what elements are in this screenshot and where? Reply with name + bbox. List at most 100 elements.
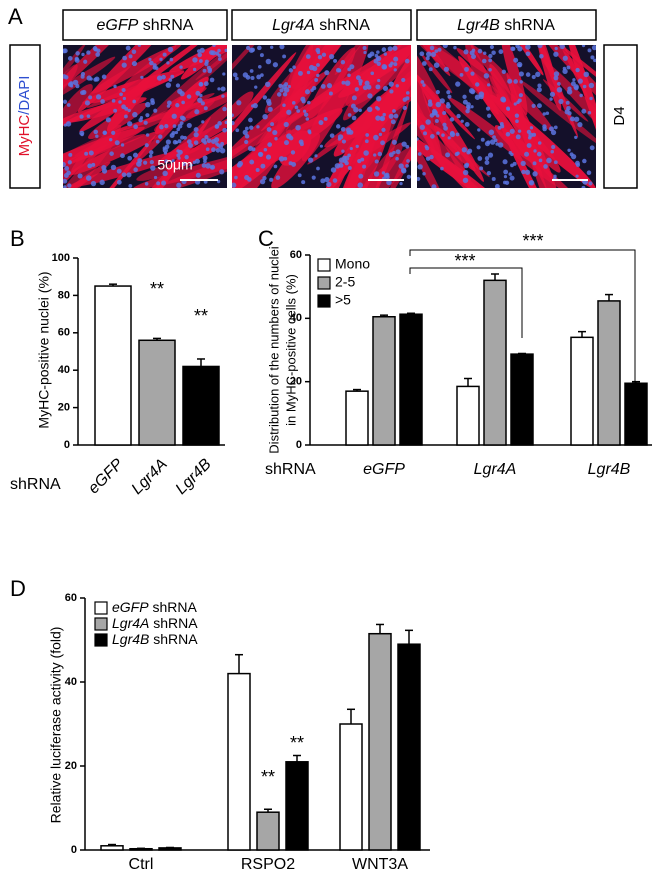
- nucleus: [363, 50, 367, 55]
- nucleus: [392, 109, 396, 113]
- nucleus: [532, 171, 538, 177]
- nucleus: [553, 125, 558, 130]
- x-axis-label: shRNA: [10, 476, 61, 493]
- nucleus: [217, 87, 221, 91]
- x-tick-label: RSPO2: [241, 856, 295, 873]
- nucleus: [120, 143, 125, 147]
- nucleus: [445, 152, 451, 158]
- nucleus: [258, 151, 264, 157]
- nucleus: [516, 61, 523, 68]
- nucleus: [131, 60, 138, 67]
- legend-label: Lgr4A shRNA: [112, 615, 198, 631]
- nucleus: [148, 154, 153, 158]
- bar: [372, 316, 396, 446]
- nucleus: [335, 124, 341, 129]
- nucleus: [250, 75, 255, 81]
- nucleus: [542, 126, 547, 132]
- nucleus: [477, 156, 483, 161]
- nucleus: [362, 85, 368, 91]
- nucleus: [217, 48, 221, 53]
- nucleus: [484, 160, 490, 166]
- nucleus: [422, 172, 426, 176]
- nucleus: [222, 106, 227, 112]
- nucleus: [441, 133, 445, 137]
- nucleus: [449, 131, 456, 138]
- nucleus: [491, 177, 496, 182]
- nucleus: [536, 151, 542, 157]
- nucleus: [506, 107, 510, 111]
- nucleus: [588, 82, 595, 89]
- nucleus: [219, 169, 225, 175]
- nucleus: [262, 95, 268, 100]
- nucleus: [127, 108, 131, 113]
- nucleus: [281, 84, 287, 90]
- nucleus: [297, 173, 302, 178]
- bar: [345, 390, 369, 446]
- nucleus: [321, 52, 327, 57]
- nucleus: [184, 155, 189, 160]
- nucleus: [80, 74, 85, 79]
- y-tick-label: 40: [65, 676, 77, 688]
- nucleus: [215, 148, 221, 153]
- nucleus: [470, 105, 474, 109]
- nucleus: [349, 64, 355, 70]
- y-tick-label: 0: [64, 439, 70, 451]
- nucleus: [358, 108, 362, 113]
- nucleus: [236, 100, 242, 106]
- nucleus: [203, 106, 208, 111]
- myotube: [513, 98, 562, 188]
- nucleus: [170, 74, 175, 79]
- nucleus: [404, 58, 410, 64]
- nucleus: [390, 119, 396, 125]
- nucleus: [581, 45, 586, 48]
- nucleus: [162, 52, 167, 57]
- nucleus: [566, 65, 571, 70]
- nucleus: [175, 103, 180, 108]
- nucleus: [550, 149, 555, 154]
- nucleus: [557, 82, 561, 86]
- nucleus: [276, 92, 282, 97]
- nucleus: [400, 167, 407, 173]
- x-tick-label: Lgr4B: [173, 456, 215, 498]
- nucleus: [204, 61, 209, 67]
- nucleus: [260, 163, 266, 169]
- nucleus: [528, 132, 534, 138]
- nucleus: [266, 101, 272, 106]
- nucleus: [488, 53, 493, 59]
- nucleus: [177, 156, 181, 160]
- nucleus: [383, 52, 388, 56]
- nucleus: [86, 50, 91, 55]
- nucleus: [79, 114, 84, 119]
- nucleus: [199, 93, 203, 98]
- nucleus: [171, 159, 175, 163]
- y-tick-label: 40: [290, 312, 302, 324]
- nucleus: [144, 143, 149, 148]
- nucleus: [422, 83, 426, 87]
- nucleus: [440, 166, 444, 171]
- y-axis-label: Relative luciferase activity (fold): [48, 627, 64, 824]
- nucleus: [504, 180, 510, 185]
- significance: **: [290, 733, 304, 753]
- nucleus: [464, 121, 470, 127]
- nucleus: [507, 78, 513, 84]
- nucleus: [548, 126, 554, 132]
- nucleus: [279, 88, 284, 93]
- nucleus: [520, 160, 526, 166]
- nucleus: [531, 74, 536, 80]
- nucleus: [509, 175, 515, 181]
- legend-swatch: [94, 633, 108, 647]
- bar: [339, 723, 363, 851]
- nucleus: [145, 113, 150, 118]
- nucleus: [558, 98, 564, 105]
- nucleus: [435, 114, 440, 118]
- nucleus: [587, 48, 592, 53]
- bar: [285, 761, 309, 851]
- myotube: [232, 129, 292, 188]
- nucleus: [181, 100, 185, 105]
- myotube: [329, 110, 383, 188]
- nucleus: [442, 122, 447, 127]
- nucleus: [503, 169, 509, 175]
- nucleus: [402, 105, 407, 111]
- nucleus: [316, 166, 320, 171]
- nucleus: [316, 50, 321, 55]
